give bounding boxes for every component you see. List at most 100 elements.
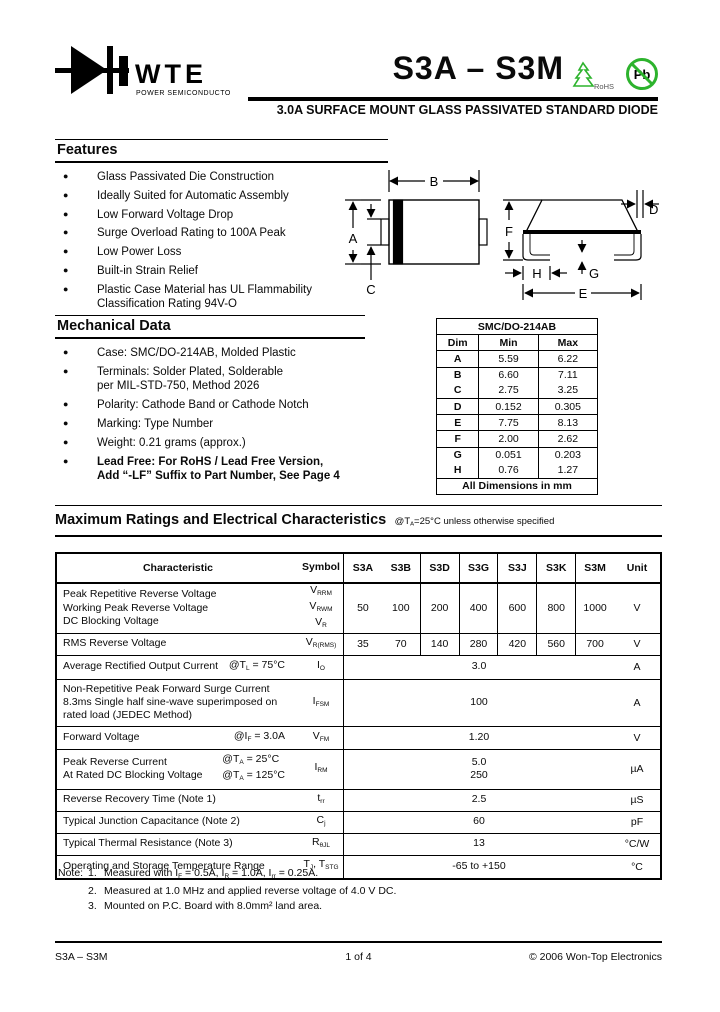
- value-cell: 400: [460, 584, 499, 633]
- symbol-line: TJ, TSTG: [303, 858, 339, 872]
- dim-label-h: H: [532, 266, 541, 281]
- value-span-cell: 100: [344, 680, 614, 726]
- characteristic-text: Average Rectified Output Current: [63, 660, 218, 673]
- table-cell: 0.203: [537, 447, 598, 463]
- bullet-icon: [55, 226, 97, 241]
- bullet-icon: [55, 170, 97, 185]
- ratings-table: Characteristic Symbol S3A S3B S3D S3G S3J S3K S3…: [55, 552, 662, 880]
- symbol-line: IO: [317, 659, 325, 672]
- symbol-cell: RθJL: [299, 833, 344, 855]
- unit-cell: V: [633, 731, 641, 744]
- symbol-line: RθJL: [311, 835, 331, 849]
- table-cell: 0.051: [478, 447, 539, 463]
- feature-item: Glass Passivated Die Construction: [55, 170, 388, 185]
- list-item-line: Add “-LF” Suffix to Part Number, See Pag…: [97, 470, 340, 483]
- table-cell: 3.25: [537, 382, 598, 399]
- value-line: 3.0: [471, 660, 487, 673]
- part-header: S3D: [421, 554, 460, 582]
- list-item-line: Marking: Type Number: [97, 417, 214, 430]
- characteristic-line: Operating and Storage Temperature Range: [63, 859, 265, 872]
- value-cell: 420: [498, 633, 538, 655]
- dim-table-row: B 6.60 7.11: [437, 367, 598, 383]
- symbol-cell: TJ, TSTG: [299, 855, 344, 878]
- bullet-icon: [55, 346, 97, 361]
- mechanical-item: Case: SMC/DO-214AB, Molded Plastic: [55, 346, 365, 361]
- dim-table-footer: All Dimensions in mm: [436, 477, 598, 495]
- dim-table-row: F 2.00 2.62: [436, 430, 598, 448]
- notes-block: Note: 1. Measured with IF = 0.5A, IR = 1.…: [58, 866, 578, 914]
- list-item-line: Low Forward Voltage Drop: [97, 208, 234, 221]
- table-cell: E: [436, 414, 479, 432]
- characteristic-cell: Average Rectified Output Current @TL = 75…: [57, 656, 299, 679]
- list-item-text: Plastic Case Material has UL Flammabilit…: [97, 283, 312, 312]
- value-cell: 700: [586, 638, 604, 651]
- value-line: -65 to +150: [452, 859, 506, 872]
- table-cell: 6.22: [537, 350, 598, 368]
- features-section: Features Glass Passivated Die Constructi…: [55, 139, 388, 316]
- value-cell: 200: [421, 584, 460, 633]
- characteristic-cell: Peak Repetitive Reverse Voltage Working P…: [57, 584, 299, 633]
- symbol-line: IFSM: [312, 694, 330, 708]
- unit-cell: pF: [630, 816, 644, 829]
- bullet-icon: [55, 417, 97, 432]
- feature-item: Surge Overload Rating to 100A Peak: [55, 226, 388, 241]
- condition-line: @TL = 75°C: [228, 659, 285, 672]
- note-text: Measured at 1.0 MHz and applied reverse …: [104, 885, 397, 898]
- mechanical-item: Weight: 0.21 grams (approx.): [55, 436, 365, 451]
- characteristic-cell: Reverse Recovery Time (Note 1): [57, 790, 299, 811]
- characteristic-cell: Typical Junction Capacitance (Note 2): [57, 812, 299, 833]
- ratings-condition: @TA=25°C unless otherwise specified: [394, 516, 555, 528]
- ratings-row: Operating and Storage Temperature Range T…: [57, 855, 660, 878]
- symbol-cell: IFSM: [299, 679, 344, 726]
- list-item-line: Classification Rating 94V-O: [97, 298, 237, 311]
- symbol-line: VFM: [312, 729, 330, 743]
- ratings-row: Typical Junction Capacitance (Note 2) Cj 6…: [57, 811, 660, 834]
- value-cell: 35: [357, 638, 369, 651]
- logo-tagline: POWER SEMICONDUCTORS: [136, 90, 230, 97]
- list-item-line: Ideally Suited for Automatic Assembly: [97, 189, 289, 202]
- condition-line: @TA = 25°C: [222, 753, 280, 766]
- characteristic-line: Working Peak Reverse Voltage: [63, 601, 209, 614]
- min-col-header: Min: [478, 334, 539, 352]
- characteristic-header: Characteristic: [142, 562, 214, 574]
- notes-label: Note:: [58, 867, 84, 879]
- dim-table-row: G 0.051 0.203: [437, 447, 598, 463]
- value-cell: 280: [460, 633, 499, 655]
- characteristic-text: Typical Thermal Resistance (Note 3): [63, 837, 233, 850]
- list-item-text: Glass Passivated Die Construction: [97, 170, 274, 185]
- characteristic-cell: Peak Reverse Current At Rated DC Blocking…: [57, 750, 299, 788]
- part-header: S3J: [498, 554, 538, 582]
- list-item-text: Terminals: Solder Plated, Solderable per …: [97, 365, 283, 394]
- dim-label-f: F: [505, 224, 513, 239]
- header-title-row: S3A – S3M RoHS Pb: [360, 48, 660, 92]
- table-cell: 2.75: [478, 382, 539, 399]
- mechanical-item: Polarity: Cathode Band or Cathode Notch: [55, 398, 365, 413]
- value-cell: 140: [421, 633, 460, 655]
- dim-label-c: C: [366, 282, 375, 297]
- page-footer: 1 of 4 S3A – S3M © 2006 Won-Top Electron…: [55, 941, 662, 963]
- characteristic-line: 8.3ms Single half sine-wave superimposed…: [63, 696, 278, 709]
- ratings-row: Non-Repetitive Peak Forward Surge Curren…: [57, 679, 660, 727]
- list-item-line: per MIL-STD-750, Method 2026: [97, 380, 260, 393]
- characteristic-line: DC Blocking Voltage: [63, 615, 159, 628]
- list-item-line: Built-in Strain Relief: [97, 264, 198, 277]
- bullet-icon: [55, 455, 97, 484]
- list-item-line: Case: SMC/DO-214AB, Molded Plastic: [97, 347, 296, 359]
- rohs-icon: RoHS: [572, 61, 614, 91]
- table-cell: 2.00: [478, 430, 539, 448]
- note-text: Measured with IF = 0.5A, IR = 1.0A, Irr …: [104, 867, 319, 880]
- dim-table-row: D 0.152 0.305: [436, 398, 598, 416]
- list-item-line: Surge Overload Rating to 100A Peak: [97, 227, 286, 240]
- list-item-text: Case: SMC/DO-214AB, Molded Plastic: [97, 346, 296, 361]
- bullet-icon: [55, 436, 97, 451]
- characteristic-text: Peak Reverse Current At Rated DC Blocking…: [63, 756, 203, 783]
- rohs-label: RoHS: [594, 82, 614, 91]
- characteristic-text: RMS Reverse Voltage: [63, 637, 166, 650]
- dim-label-b: B: [430, 174, 439, 189]
- characteristic-line: RMS Reverse Voltage: [63, 637, 167, 650]
- mechanical-data-section: Mechanical Data Case: SMC/DO-214AB, Mold…: [55, 315, 365, 488]
- bullet-icon: [55, 264, 97, 279]
- value-cell: 1000: [583, 602, 607, 615]
- value-span-cell: 1.20: [344, 727, 614, 749]
- table-cell: 0.152: [478, 398, 539, 416]
